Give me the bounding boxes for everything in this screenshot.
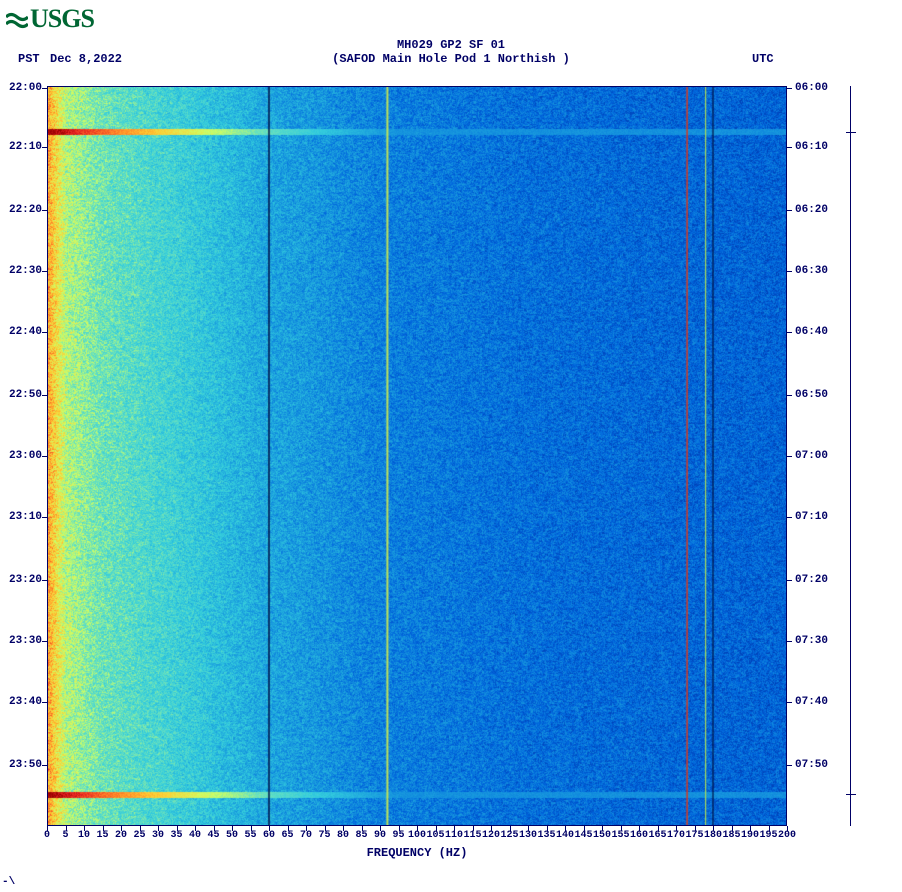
- x-tick-label: 160: [630, 830, 648, 841]
- x-tick-label: 145: [574, 830, 592, 841]
- y-right-tick-label: 07:40: [795, 696, 828, 708]
- y-right-tick-label: 06:00: [795, 82, 828, 94]
- x-tick-label: 195: [759, 830, 777, 841]
- x-tick-label: 135: [537, 830, 555, 841]
- x-tick-label: 15: [96, 830, 108, 841]
- x-tick-label: 40: [189, 830, 201, 841]
- x-tick-label: 125: [500, 830, 518, 841]
- y-right-tick-label: 06:50: [795, 389, 828, 401]
- y-left-tick-label: 23:40: [9, 696, 42, 708]
- y-right-tick-label: 07:00: [795, 450, 828, 462]
- x-tick-label: 5: [62, 830, 68, 841]
- scalebar-tick: [846, 132, 856, 133]
- y-left-tick-label: 23:50: [9, 759, 42, 771]
- y-left-tick-label: 22:40: [9, 326, 42, 338]
- x-tick-label: 170: [667, 830, 685, 841]
- x-tick-label: 35: [170, 830, 182, 841]
- x-tick-label: 175: [685, 830, 703, 841]
- x-tick-label: 85: [355, 830, 367, 841]
- x-tick-label: 120: [482, 830, 500, 841]
- station-code-title: MH029 GP2 SF 01: [397, 38, 505, 52]
- x-tick-label: 150: [593, 830, 611, 841]
- y-left-tick-label: 23:30: [9, 635, 42, 647]
- usgs-logo: USGS: [6, 4, 94, 34]
- y-left-tick-label: 23:10: [9, 511, 42, 523]
- x-tick-label: 190: [741, 830, 759, 841]
- x-tick-label: 0: [44, 830, 50, 841]
- y-left-tick-label: 22:20: [9, 204, 42, 216]
- x-tick-label: 20: [115, 830, 127, 841]
- x-tick-label: 115: [463, 830, 481, 841]
- x-tick-label: 110: [445, 830, 463, 841]
- y-right-tick-label: 07:20: [795, 574, 828, 586]
- x-tick-label: 55: [244, 830, 256, 841]
- y-right-tick-label: 07:30: [795, 635, 828, 647]
- x-tick-label: 165: [648, 830, 666, 841]
- y-right-tick-label: 06:20: [795, 204, 828, 216]
- y-right-tick-label: 06:40: [795, 326, 828, 338]
- x-axis-title: FREQUENCY (HZ): [367, 846, 468, 860]
- x-tick-label: 50: [226, 830, 238, 841]
- x-tick-label: 60: [263, 830, 275, 841]
- amplitude-scalebar: [850, 86, 851, 826]
- x-tick-label: 90: [374, 830, 386, 841]
- station-name-subtitle: (SAFOD Main Hole Pod 1 Northish ): [332, 52, 570, 66]
- x-tick-label: 140: [556, 830, 574, 841]
- x-tick-label: 100: [408, 830, 426, 841]
- usgs-wave-icon: [6, 8, 28, 30]
- x-tick-label: 130: [519, 830, 537, 841]
- y-right-tick-label: 06:30: [795, 265, 828, 277]
- y-right-tick-label: 07:10: [795, 511, 828, 523]
- y-left-tick-label: 22:30: [9, 265, 42, 277]
- date-label: Dec 8,2022: [50, 52, 122, 66]
- x-tick-label: 65: [281, 830, 293, 841]
- x-tick-label: 95: [392, 830, 404, 841]
- x-tick-label: 80: [337, 830, 349, 841]
- y-left-tick-label: 22:10: [9, 141, 42, 153]
- spectrogram-plot: 22:0006:0022:1006:1022:2006:2022:3006:30…: [47, 86, 787, 826]
- scalebar-tick: [846, 794, 856, 795]
- spectrogram-canvas: [47, 86, 787, 826]
- x-tick-label: 105: [426, 830, 444, 841]
- y-right-tick-label: 06:10: [795, 141, 828, 153]
- x-tick-label: 180: [704, 830, 722, 841]
- usgs-logo-text: USGS: [30, 4, 94, 34]
- left-timezone-label: PST: [18, 52, 40, 66]
- y-left-tick-label: 22:50: [9, 389, 42, 401]
- x-tick-label: 45: [207, 830, 219, 841]
- x-tick-label: 10: [78, 830, 90, 841]
- x-tick-label: 200: [778, 830, 796, 841]
- x-tick-label: 75: [318, 830, 330, 841]
- right-timezone-label: UTC: [752, 52, 774, 66]
- x-tick-label: 155: [611, 830, 629, 841]
- cursor-mark: -\: [2, 876, 15, 888]
- x-tick-label: 30: [152, 830, 164, 841]
- y-left-tick-label: 22:00: [9, 82, 42, 94]
- y-right-tick-label: 07:50: [795, 759, 828, 771]
- y-left-tick-label: 23:00: [9, 450, 42, 462]
- x-tick-label: 185: [722, 830, 740, 841]
- x-tick-label: 25: [133, 830, 145, 841]
- y-left-tick-label: 23:20: [9, 574, 42, 586]
- x-tick-label: 70: [300, 830, 312, 841]
